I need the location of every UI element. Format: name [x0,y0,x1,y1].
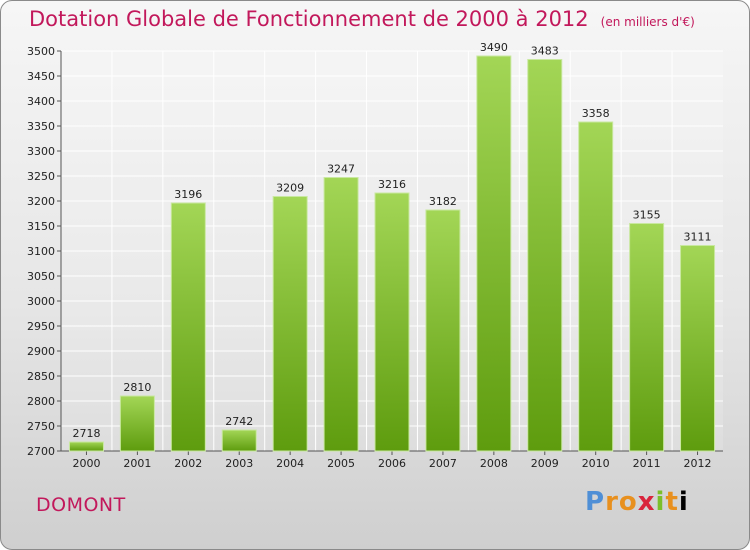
y-tick-label: 3450 [27,70,55,83]
bar-value-label: 2742 [225,415,253,428]
bar [68,441,104,452]
y-tick-label: 3100 [27,245,55,258]
bars [68,55,716,452]
x-tick-label: 2006 [378,457,406,470]
bar-value-label: 3182 [429,195,457,208]
x-tick-label: 2010 [582,457,610,470]
title-unit: (en milliers d'€) [600,15,695,29]
bar [476,55,512,452]
y-tick-label: 2800 [27,395,55,408]
bar-value-label: 3358 [582,107,610,120]
title-text: Dotation Globale de Fonctionnement de 20… [29,7,589,31]
bar [221,429,257,452]
bar [170,202,206,452]
y-tick-label: 2850 [27,370,55,383]
x-tick-label: 2005 [327,457,355,470]
bar-value-label: 3216 [378,178,406,191]
bar [680,245,716,452]
x-tick-label: 2012 [684,457,712,470]
x-tick-label: 2008 [480,457,508,470]
bar [425,209,461,452]
x-tick-label: 2001 [123,457,151,470]
bar-value-label: 3111 [684,231,712,244]
x-tick-label: 2000 [72,457,100,470]
y-tick-label: 2950 [27,320,55,333]
bar-value-label: 3209 [276,182,304,195]
y-tick-label: 2700 [27,445,55,458]
x-tick-label: 2007 [429,457,457,470]
bar [629,223,665,452]
x-tick-label: 2003 [225,457,253,470]
bar-value-label: 2810 [123,381,151,394]
y-tick-label: 3250 [27,170,55,183]
y-tick-label: 3050 [27,270,55,283]
bar [272,196,308,452]
bar-value-label: 3247 [327,163,355,176]
chart-title: Dotation Globale de Fonctionnement de 20… [29,7,695,31]
y-tick-label: 3400 [27,95,55,108]
x-tick-label: 2004 [276,457,304,470]
y-tick-label: 3200 [27,195,55,208]
bar-value-label: 3155 [633,209,661,222]
y-tick-label: 2900 [27,345,55,358]
bar-value-label: 3483 [531,45,559,58]
x-tick-label: 2002 [174,457,202,470]
y-tick-label: 3500 [27,45,55,58]
y-tick-label: 3000 [27,295,55,308]
proxiti-logo: Proxiti [585,487,689,517]
y-tick-label: 3150 [27,220,55,233]
bar [374,192,410,452]
bar-value-label: 2718 [72,427,100,440]
bar [578,121,614,452]
commune-name: DOMONT [36,494,126,516]
x-tick-label: 2009 [531,457,559,470]
labels: 2718 2810 3196 2742 3209 3247 3216 3182 3490 3483… [72,41,711,440]
y-tick-label: 3300 [27,145,55,158]
x-tick-label: 2011 [633,457,661,470]
y-tick-label: 3350 [27,120,55,133]
bar [323,177,359,452]
bar [119,395,155,452]
bar-value-label: 3196 [174,188,202,201]
y-tick-label: 2750 [27,420,55,433]
bar-value-label: 3490 [480,41,508,54]
bar [527,59,563,452]
